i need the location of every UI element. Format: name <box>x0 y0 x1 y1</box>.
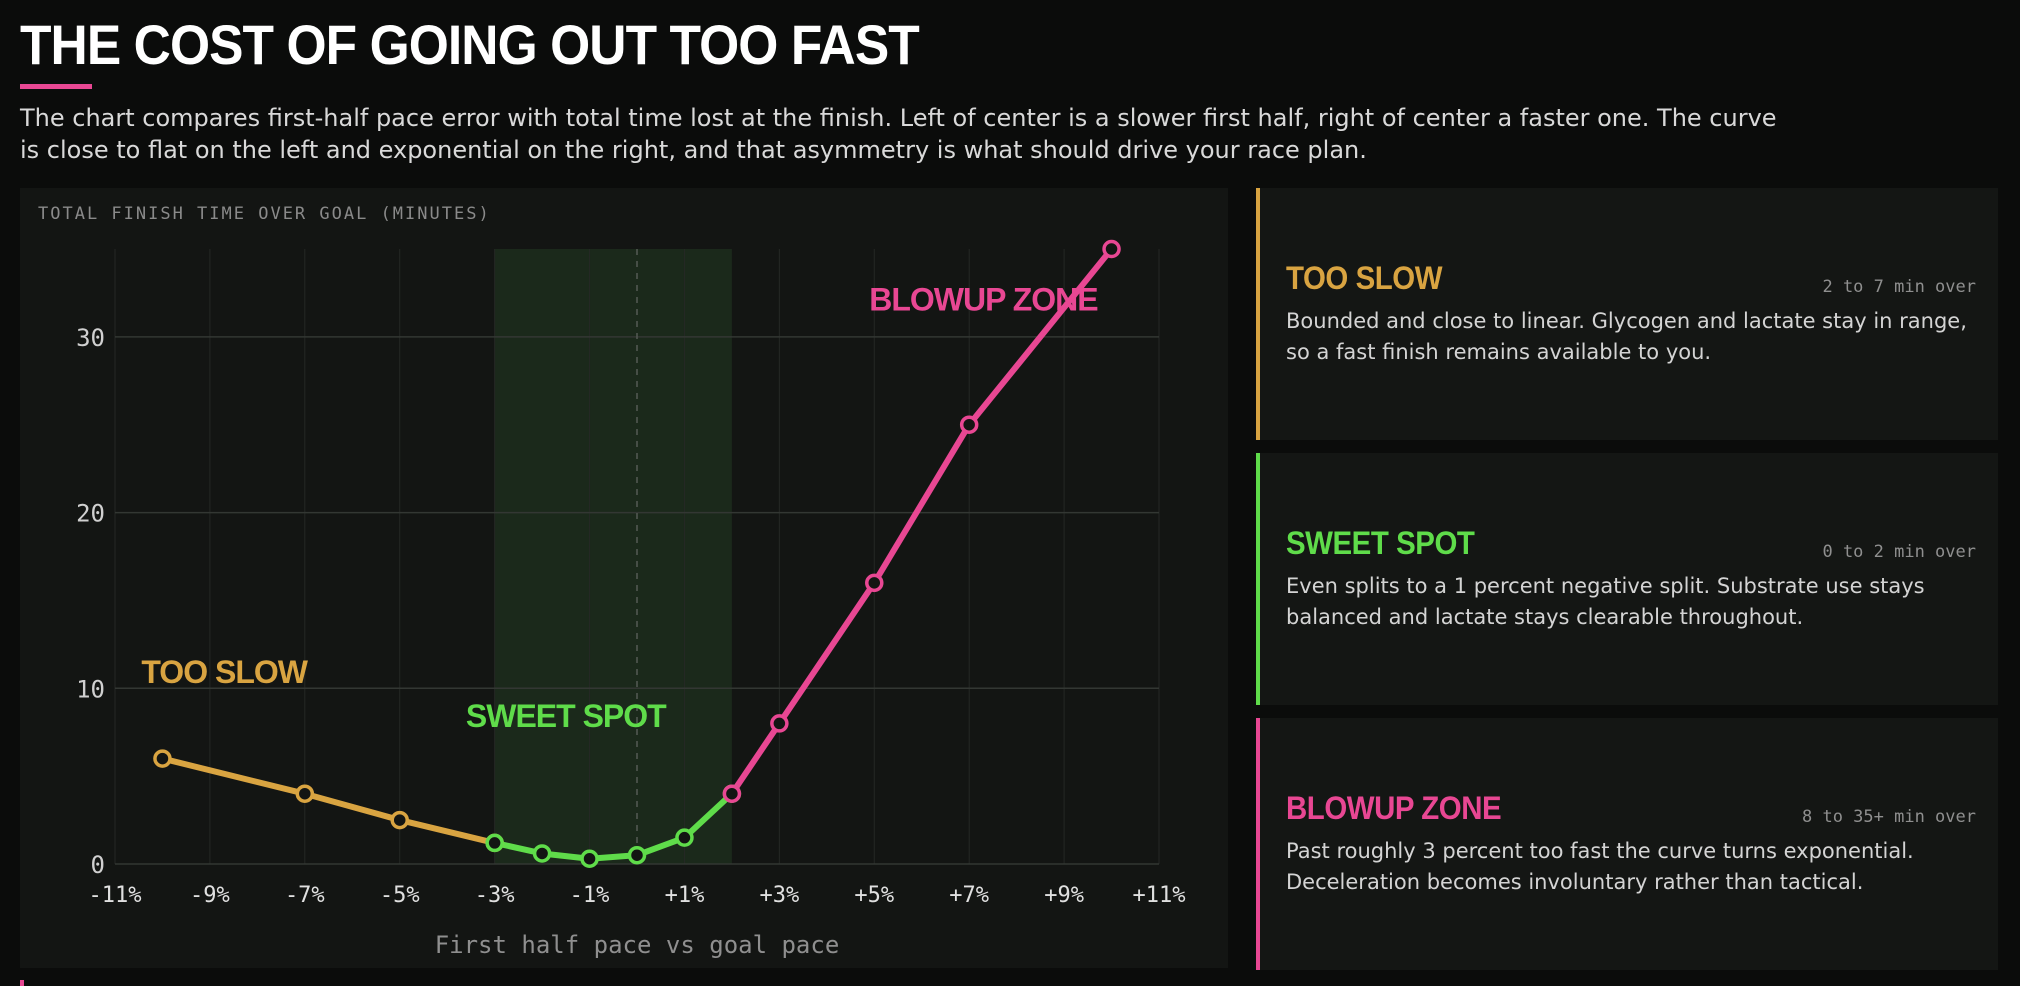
sweet-spot-band <box>494 249 732 864</box>
data-point <box>485 833 504 853</box>
data-point <box>865 573 884 593</box>
x-tick-label: +5% <box>854 883 894 908</box>
y-axis-label: TOTAL FINISH TIME OVER GOAL (MINUTES) <box>38 204 491 224</box>
x-tick-label: +1% <box>665 883 705 908</box>
page-title: THE COST OF GOING OUT TOO FAST <box>20 13 920 76</box>
data-point <box>1102 239 1121 259</box>
x-tick-label: -9% <box>190 883 230 908</box>
zone-title: TOO SLOW <box>1286 260 1443 296</box>
zone-description: Even splits to a 1 percent negative spli… <box>1286 574 1925 629</box>
zone-description: Bounded and close to linear. Glycogen an… <box>1286 309 1967 364</box>
x-tick-label: -3% <box>475 883 515 908</box>
data-point <box>627 845 647 865</box>
data-point <box>390 810 409 830</box>
zone-card-sweet-spot: SWEET SPOT 0 to 2 min over Even splits t… <box>1256 453 1998 705</box>
accent-marker <box>20 980 24 986</box>
zone-annotation: BLOWUP ZONE <box>869 282 1098 318</box>
chart-panel: TOTAL FINISH TIME OVER GOAL (MINUTES) 0 1… <box>20 188 1228 968</box>
x-tick-label: -1% <box>570 883 610 908</box>
zone-description: Past roughly 3 percent too fast the curv… <box>1286 839 1914 894</box>
zone-title: BLOWUP ZONE <box>1286 790 1502 826</box>
x-axis-label: First half pace vs goal pace <box>435 931 840 959</box>
x-tick-label: +3% <box>759 883 799 908</box>
zone-title: SWEET SPOT <box>1286 525 1475 561</box>
data-point <box>580 849 599 868</box>
y-tick-label: 10 <box>76 675 105 703</box>
zone-annotation: TOO SLOW <box>141 654 308 690</box>
data-point <box>770 714 789 733</box>
y-tick-label: 0 <box>91 851 105 879</box>
zone-range: 8 to 35+ min over <box>1802 807 1976 827</box>
x-tick-label: +11% <box>1133 883 1186 908</box>
zone-range: 0 to 2 min over <box>1822 542 1976 562</box>
x-tick-label: -11% <box>89 883 142 908</box>
data-point <box>722 784 742 803</box>
intro-text: The chart compares first-half pace error… <box>20 104 1777 164</box>
x-tick-label: +7% <box>949 883 989 908</box>
x-tick-label: -7% <box>285 883 325 908</box>
y-tick-label: 20 <box>76 500 105 528</box>
y-tick-label: 30 <box>76 324 105 352</box>
data-point <box>153 749 172 768</box>
title-underline <box>20 84 92 89</box>
data-point <box>675 828 694 847</box>
zone-card-too-slow: TOO SLOW 2 to 7 min over Bounded and clo… <box>1256 188 1998 440</box>
zone-card-blowup: BLOWUP ZONE 8 to 35+ min over Past rough… <box>1256 718 1998 970</box>
data-point <box>295 784 315 803</box>
x-tick-label: -5% <box>380 883 420 908</box>
series-line <box>728 246 1115 797</box>
data-point <box>959 415 979 434</box>
series-line <box>159 755 498 846</box>
data-point <box>532 844 552 863</box>
pace-chart: 0 10 20 30 -11% -9% -7% -5% -3% -1% +1% +3% +5% +7% +9… <box>76 239 1186 959</box>
zone-range: 2 to 7 min over <box>1822 277 1976 297</box>
zone-annotation: SWEET SPOT <box>466 698 667 734</box>
x-tick-label: +9% <box>1044 883 1084 908</box>
